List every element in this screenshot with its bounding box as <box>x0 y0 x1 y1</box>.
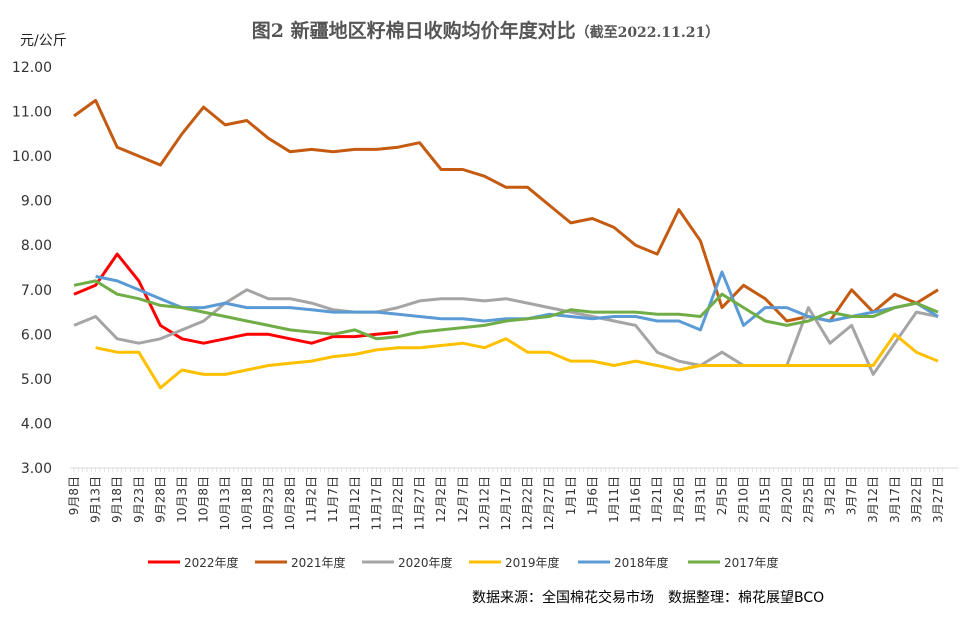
y-tick-label: 12.00 <box>12 60 52 76</box>
x-tick-label: 12月12日 <box>477 476 491 531</box>
x-tick-label: 12月22日 <box>521 476 535 531</box>
chart-title: 图2 新疆地区籽棉日收购均价年度对比（截至2022.11.21） <box>0 16 971 43</box>
series-line-2021年度 <box>73 98 939 323</box>
series-line-2017年度 <box>73 279 939 341</box>
x-tick-label: 12月27日 <box>542 476 556 531</box>
y-tick-label: 7.00 <box>21 283 52 299</box>
legend-label: 2020年度 <box>398 555 453 570</box>
x-tick-label: 2月5日 <box>715 476 729 515</box>
x-tick-label: 3月2日 <box>823 476 837 515</box>
x-tick-label: 11月12日 <box>348 476 362 531</box>
x-tick-label: 10月23日 <box>261 476 275 531</box>
title-subtitle: （截至2022.11.21） <box>575 25 720 41</box>
x-tick-label: 11月27日 <box>413 476 427 531</box>
x-tick-label: 9月18日 <box>110 476 124 523</box>
source-note: 数据来源：全国棉花交易市场 数据整理：棉花展望BCO <box>472 590 825 606</box>
x-tick-label: 9月23日 <box>132 476 146 523</box>
x-tick-label: 11月2日 <box>305 476 319 523</box>
x-tick-label: 1月21日 <box>650 476 664 523</box>
y-tick-label: 4.00 <box>21 416 52 432</box>
x-tick-label: 11月17日 <box>369 476 383 531</box>
legend-label: 2022年度 <box>184 555 239 570</box>
y-tick-label: 6.00 <box>21 327 52 343</box>
x-tick-label: 9月8日 <box>67 476 81 515</box>
y-tick-label: 5.00 <box>21 372 52 388</box>
x-tick-label: 1月31日 <box>693 476 707 523</box>
x-tick-label: 10月18日 <box>240 476 254 531</box>
x-tick-label: 11月7日 <box>326 476 340 523</box>
x-tick-label: 1月16日 <box>629 476 643 523</box>
x-tick-label: 10月13日 <box>218 476 232 531</box>
x-tick-label: 9月28日 <box>153 476 167 523</box>
x-tick-label: 10月28日 <box>283 476 297 531</box>
y-axis-unit: 元/公斤 <box>20 33 67 49</box>
legend-label: 2021年度 <box>291 555 346 570</box>
x-tick-label: 12月2日 <box>434 476 448 523</box>
x-tick-label: 1月11日 <box>607 476 621 523</box>
x-tick-label: 2月20日 <box>780 476 794 523</box>
x-tick-label: 3月22日 <box>909 476 923 523</box>
x-tick-label: 11月22日 <box>391 476 405 531</box>
x-tick-label: 10月8日 <box>197 476 211 523</box>
x-tick-label: 12月17日 <box>499 476 513 531</box>
x-tick-label: 2月10日 <box>737 476 751 523</box>
x-tick-label: 3月27日 <box>931 476 945 523</box>
x-tick-label: 1月6日 <box>585 476 599 515</box>
x-tick-label: 3月12日 <box>866 476 880 523</box>
series-line-2019年度 <box>95 332 939 390</box>
y-tick-label: 9.00 <box>21 194 52 210</box>
y-tick-label: 11.00 <box>12 105 52 121</box>
title-main: 图2 新疆地区籽棉日收购均价年度对比 <box>251 20 576 42</box>
y-tick-label: 10.00 <box>12 149 52 165</box>
legend-label: 2018年度 <box>614 555 669 570</box>
x-tick-label: 10月3日 <box>175 476 189 523</box>
x-tick-label: 2月25日 <box>801 476 815 523</box>
legend-label: 2017年度 <box>724 555 779 570</box>
x-tick-label: 12月7日 <box>456 476 470 523</box>
x-tick-label: 3月7日 <box>845 476 859 515</box>
x-tick-label: 2月15日 <box>758 476 772 523</box>
series-line-2022年度 <box>73 252 399 345</box>
series-line-2020年度 <box>73 288 939 376</box>
x-tick-label: 9月13日 <box>89 476 103 523</box>
legend-label: 2019年度 <box>505 555 560 570</box>
y-tick-label: 8.00 <box>21 238 52 254</box>
x-tick-label: 3月17日 <box>888 476 902 523</box>
y-tick-label: 3.00 <box>21 461 52 477</box>
x-tick-label: 1月1日 <box>564 476 578 515</box>
x-tick-label: 1月26日 <box>672 476 686 523</box>
